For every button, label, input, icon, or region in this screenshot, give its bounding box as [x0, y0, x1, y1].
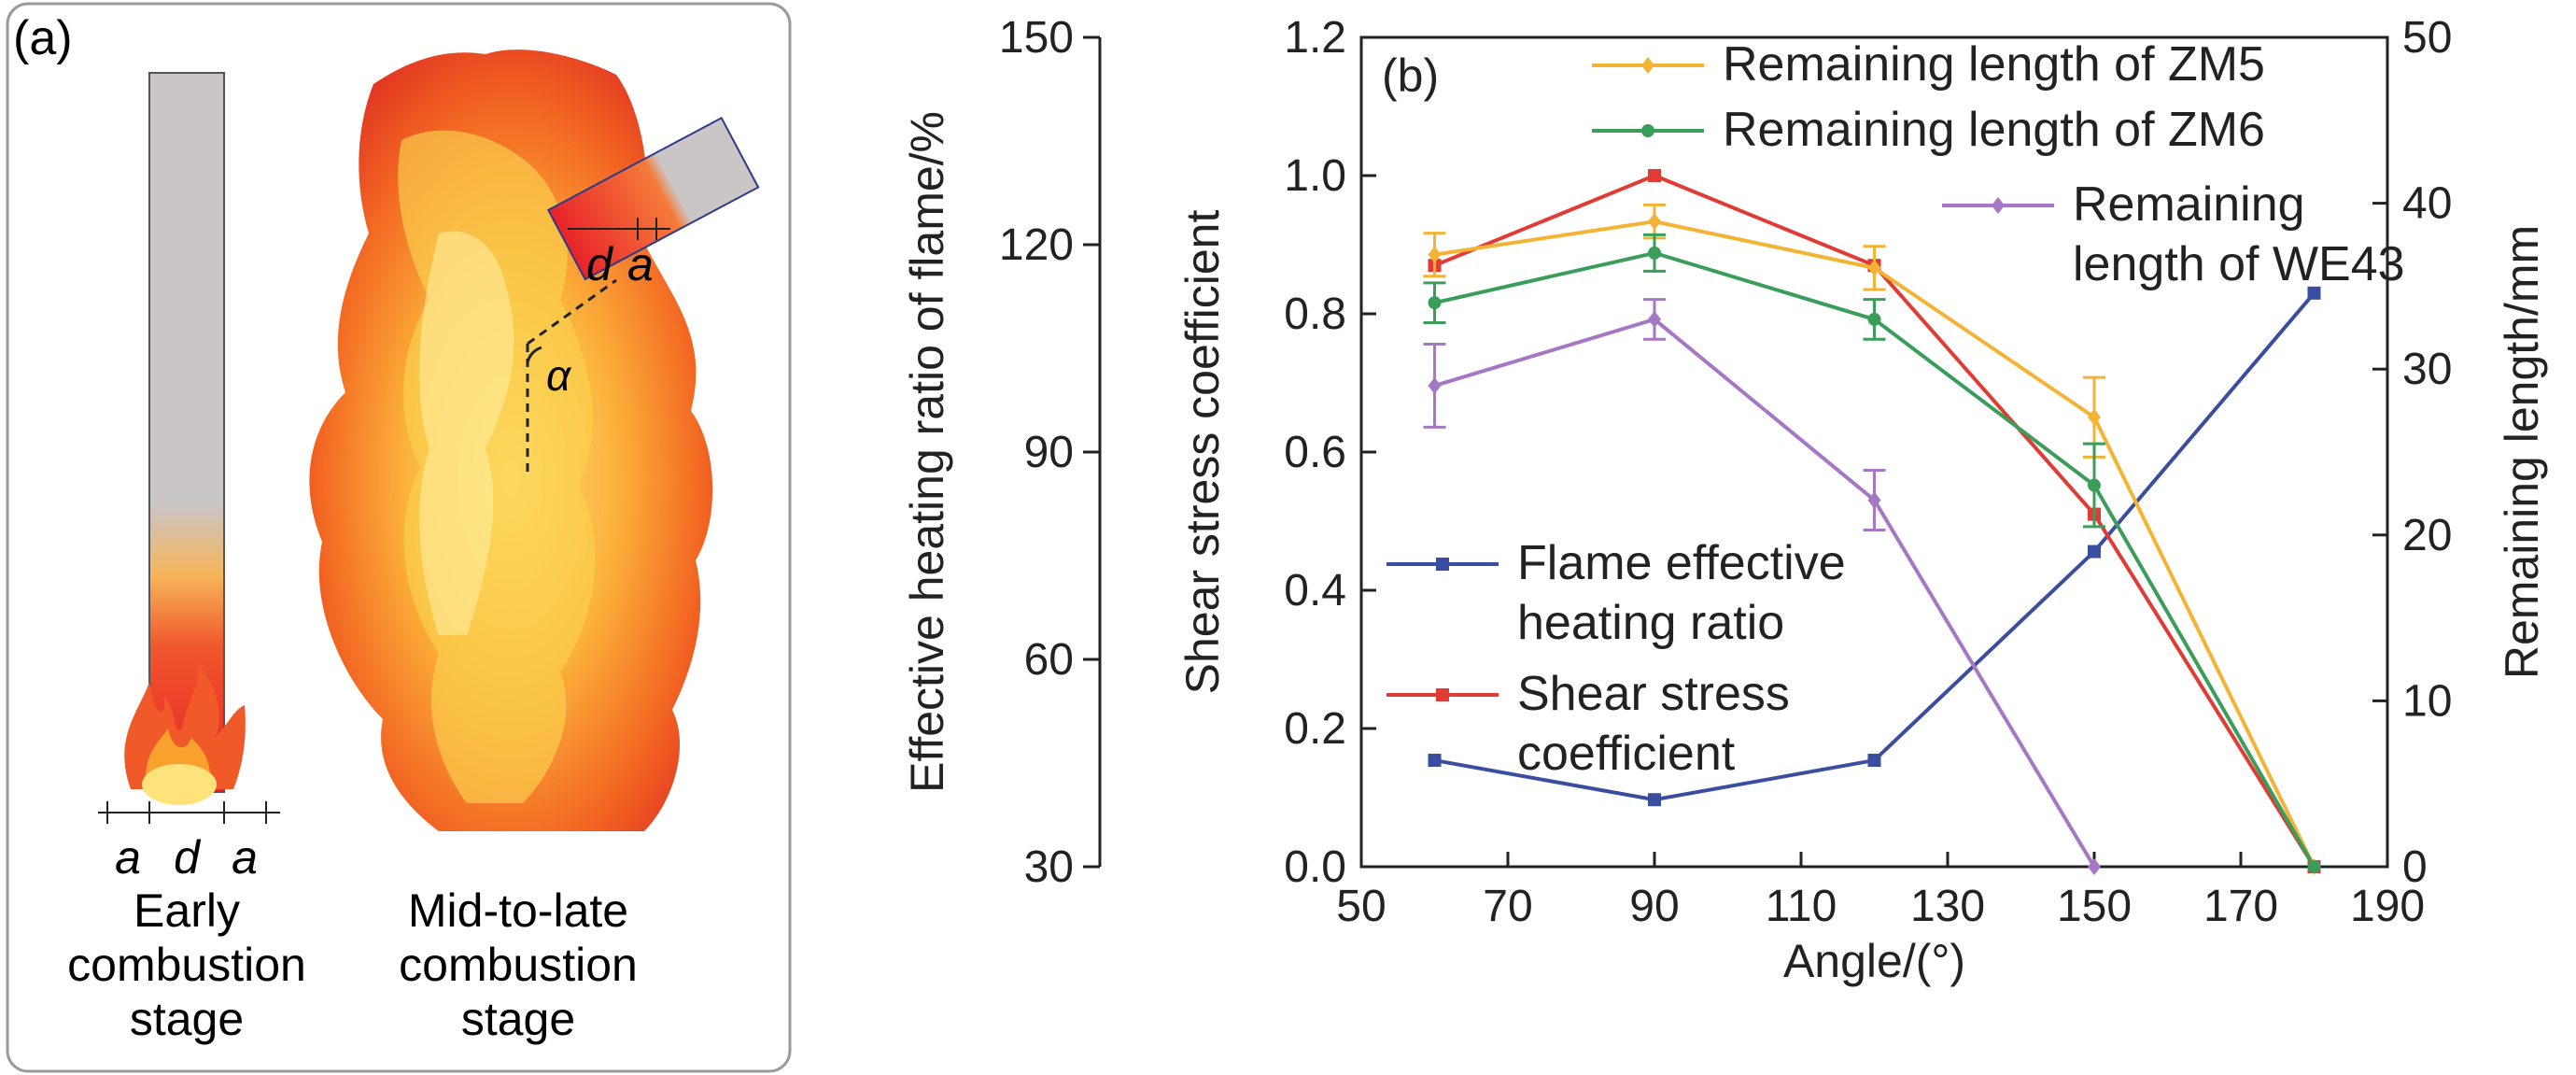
- data-point: [1867, 491, 1881, 509]
- legend-upper-text: length of WE43: [2073, 237, 2405, 291]
- early-stage-line-2: combustion: [67, 939, 306, 991]
- angle-arc: [526, 346, 542, 363]
- dim-d: d: [174, 831, 202, 884]
- x-axis-label: Angle/(°): [1783, 935, 1965, 987]
- data-point: [2307, 286, 2321, 300]
- remaining-tick-label: 20: [2402, 511, 2452, 560]
- panel-b-label: (b): [1382, 50, 1439, 102]
- tilted-rod: [546, 116, 760, 281]
- remaining-tick-label: 10: [2402, 676, 2452, 726]
- data-point: [1648, 246, 1661, 260]
- late-stage-line-2: combustion: [399, 939, 638, 991]
- plot-frame: [1359, 35, 2389, 869]
- legend-lower-marker: [1436, 558, 1449, 571]
- legend-upper-text: Remaining length of ZM6: [1723, 103, 2265, 157]
- panel-a-label: (a): [13, 11, 73, 65]
- late-stage-line-1: Mid-to-late: [408, 884, 628, 937]
- x-tick-label: 150: [2057, 882, 2132, 931]
- remaining-tick-label: 30: [2402, 345, 2452, 394]
- panel-b-chart: 50 70 90 110 130 150 170 190 Angle/(°) 0.0 0.2 0.4 0…: [901, 13, 2548, 987]
- early-dimension: [98, 801, 280, 824]
- legend-lower-text: heating ratio: [1517, 596, 1784, 650]
- dim-a-right: a: [232, 831, 258, 884]
- remaining-tick-label: 0: [2402, 842, 2428, 892]
- data-point: [1428, 296, 1442, 310]
- heating-tick-label: 90: [1024, 428, 1074, 477]
- data-point: [1428, 754, 1442, 768]
- data-point: [1428, 246, 1442, 263]
- data-point: [1648, 169, 1661, 182]
- heating-tick-label: 30: [1024, 842, 1074, 892]
- data-point: [2088, 545, 2101, 559]
- shear-tick-label: 0.0: [1284, 842, 1346, 892]
- legend-lower-text: Shear stress: [1517, 667, 1790, 721]
- data-point: [2088, 478, 2101, 492]
- flame-icon: [124, 663, 246, 805]
- early-stage-line-1: Early: [134, 884, 240, 937]
- dim-a-left: a: [115, 831, 141, 884]
- data-point: [2307, 860, 2321, 873]
- data-point: [1867, 312, 1881, 326]
- legend-upper-text: Remaining length of ZM5: [1723, 37, 2265, 92]
- panel-a: (a) a d a Early combustion stage: [6, 2, 792, 1073]
- legend-upper-marker: [1992, 197, 2005, 214]
- shear-tick-label: 0.6: [1284, 428, 1346, 477]
- remaining-tick-label: 50: [2402, 13, 2452, 63]
- data-point: [1867, 754, 1881, 768]
- x-tick-label: 90: [1629, 882, 1679, 931]
- legend-upper-marker: [1641, 124, 1654, 137]
- heating-tick-label: 60: [1024, 635, 1074, 685]
- angle-guide: [526, 278, 617, 476]
- late-dim-a: a: [627, 238, 654, 290]
- x-tick-label: 130: [1910, 882, 1985, 931]
- legend-upper-text: Remaining: [2073, 177, 2305, 232]
- x-tick-label: 190: [2350, 882, 2425, 931]
- vertical-rod: [148, 72, 225, 793]
- legend-upper-marker: [1641, 57, 1654, 74]
- late-stage-line-3: stage: [461, 993, 575, 1045]
- legend-lower-text: coefficient: [1517, 727, 1736, 781]
- shear-axis-label: Shear stress coefficient: [1176, 210, 1229, 695]
- data-point: [1867, 259, 1881, 276]
- x-tick-label: 170: [2203, 882, 2278, 931]
- remaining-axis-label: Remaining length/mm: [2496, 225, 2548, 679]
- data-point: [1648, 213, 1661, 231]
- series-line-4: [1433, 317, 2096, 869]
- legend-lower-text: Flame effective: [1517, 536, 1846, 590]
- data-point: [1648, 793, 1661, 807]
- angle-alpha: α: [546, 351, 572, 400]
- data-point: [1648, 310, 1661, 328]
- rod-icon: [148, 72, 225, 793]
- x-tick-label: 70: [1483, 882, 1532, 931]
- data-point: [1428, 376, 1442, 394]
- heating-axis-label: Effective heating ratio of flame/%: [901, 111, 953, 793]
- shear-tick-label: 0.2: [1284, 704, 1346, 754]
- early-stage-line-3: stage: [130, 993, 244, 1045]
- heating-tick-label: 120: [999, 220, 1074, 270]
- data-point: [2088, 858, 2101, 875]
- shear-tick-label: 1.2: [1284, 13, 1346, 63]
- shear-tick-label: 0.8: [1284, 290, 1346, 339]
- shear-tick-label: 0.4: [1284, 566, 1346, 615]
- data-point: [2088, 408, 2101, 426]
- legend-lower-marker: [1436, 688, 1449, 701]
- late-dimension: [568, 218, 670, 240]
- x-tick-label: 110: [1766, 882, 1837, 931]
- x-tick-label: 50: [1336, 882, 1386, 931]
- late-dim-d: d: [586, 238, 614, 290]
- heating-tick-label: 150: [999, 13, 1074, 63]
- shear-tick-label: 1.0: [1284, 151, 1346, 201]
- remaining-tick-label: 40: [2402, 179, 2452, 229]
